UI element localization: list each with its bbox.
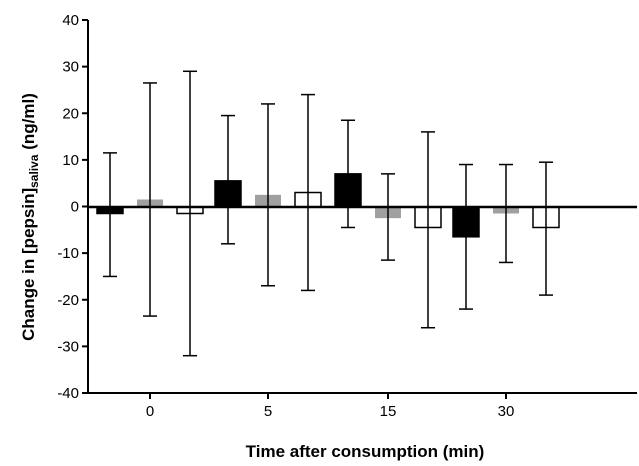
- y-axis-title-sub: saliva: [27, 154, 41, 188]
- y-axis: -40 -30 -20 -10 0 10 20 30 40: [57, 12, 89, 402]
- y-tick-label: 0: [71, 199, 79, 216]
- x-axis-title: Time after consumption (min): [246, 442, 485, 461]
- y-tick-label: 10: [62, 152, 79, 169]
- y-tick-label: -40: [57, 385, 79, 402]
- x-tick-label: 5: [264, 403, 272, 420]
- x-tick-label: 30: [498, 403, 515, 420]
- y-tick-label: 40: [62, 12, 79, 29]
- x-tick-label: 15: [380, 403, 397, 420]
- y-axis-title-unit: (ng/ml): [19, 93, 38, 154]
- x-tick-label: 0: [146, 403, 154, 420]
- y-tick-label: -10: [57, 245, 79, 262]
- y-axis-title-main: Change in [pepsin]: [19, 188, 38, 341]
- y-tick-label: 30: [62, 59, 79, 76]
- y-tick-label: -30: [57, 338, 79, 355]
- chart-marks: [88, 70, 637, 357]
- x-axis: 0 5 15 30: [88, 392, 637, 420]
- y-tick-label: 20: [62, 105, 79, 122]
- y-axis-title: Change in [pepsin]saliva (ng/ml): [19, 93, 41, 341]
- y-tick-label: -20: [57, 292, 79, 309]
